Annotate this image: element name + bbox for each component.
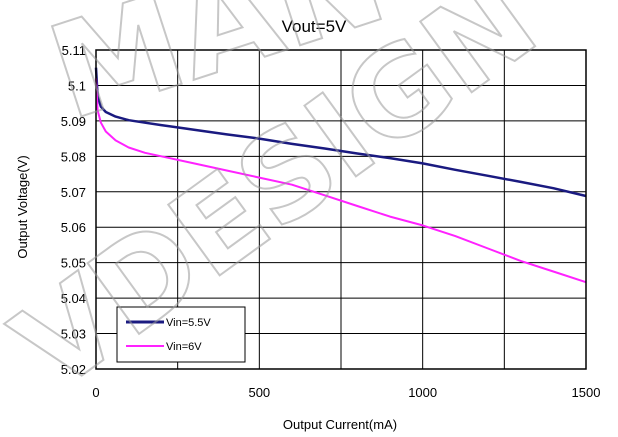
- legend-label-vin-6v: Vin=6V: [166, 341, 202, 353]
- legend: Vin=5.5V Vin=6V: [116, 306, 246, 363]
- y-tick-label: 5.08: [61, 149, 86, 164]
- y-tick-labels: 5.02 5.03 5.04 5.05 5.06 5.07 5.08 5.09 5.1 5.11: [61, 43, 86, 377]
- y-tick-label: 5.06: [61, 220, 86, 235]
- y-axis-label: Output Voltage(V): [15, 155, 30, 258]
- series-lines: [94, 67, 587, 284]
- y-tick-label: 5.07: [61, 185, 86, 200]
- x-tick-label: 1000: [408, 385, 437, 400]
- x-tick-label: 0: [92, 385, 99, 400]
- x-tick-label: 500: [248, 385, 270, 400]
- x-tick-label: 1500: [572, 385, 601, 400]
- y-tick-label: 5.09: [61, 114, 86, 129]
- y-tick-label: 5.05: [61, 256, 86, 271]
- y-tick-label: 5.1: [68, 78, 86, 93]
- plot-frame: [95, 49, 587, 370]
- series-line-1: [95, 78, 587, 284]
- y-tick-label: 5.04: [61, 291, 86, 306]
- y-tick-label: 5.02: [61, 362, 86, 377]
- y-tick-label: 5.03: [61, 327, 86, 342]
- legend-box: [116, 306, 246, 363]
- chart-title: Vout=5V: [282, 17, 347, 36]
- legend-label-vin-5-5v: Vin=5.5V: [166, 317, 211, 329]
- x-axis-label: Output Current(mA): [283, 417, 397, 432]
- series-line-0: [94, 67, 587, 198]
- y-tick-label: 5.11: [62, 43, 86, 58]
- x-tick-labels: 0 500 1000 1500: [92, 385, 600, 400]
